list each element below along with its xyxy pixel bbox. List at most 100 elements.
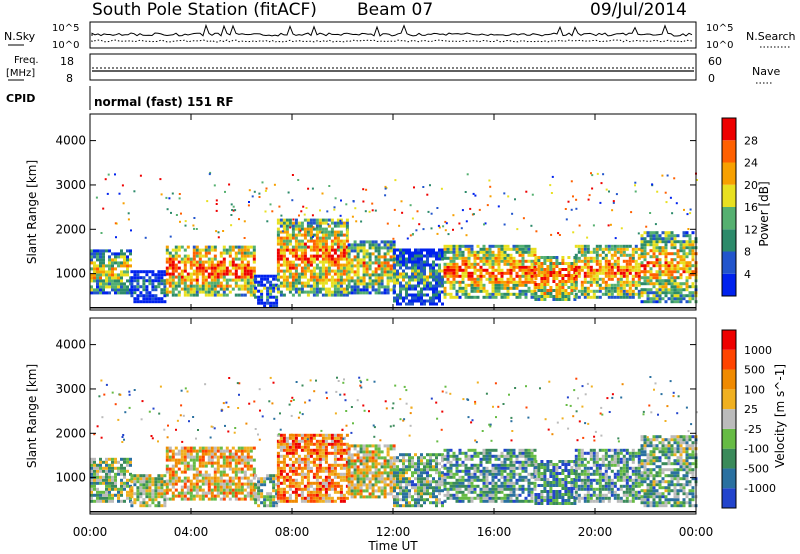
data-cell (374, 483, 378, 487)
data-cell (309, 448, 313, 452)
data-cell (309, 254, 313, 258)
data-cell (592, 292, 596, 296)
data-cell (168, 467, 172, 471)
data-cell (625, 247, 629, 251)
data-cell (540, 265, 544, 268)
data-cell (432, 254, 435, 258)
data-cell (209, 171, 212, 174)
data-cell (405, 263, 408, 267)
data-cell (408, 468, 411, 472)
data-cell (133, 276, 137, 280)
data-cell (524, 250, 528, 254)
data-cell (432, 284, 435, 288)
data-cell (661, 291, 665, 295)
data-cell (405, 489, 408, 493)
data-cell (616, 283, 620, 287)
data-cell (321, 254, 325, 258)
data-cell (96, 258, 99, 262)
data-cell (102, 285, 105, 289)
data-cell (133, 273, 137, 277)
data-cell (272, 477, 276, 481)
data-cell (180, 257, 184, 261)
data-cell (497, 286, 501, 290)
data-cell (637, 295, 641, 299)
data-cell (377, 495, 381, 499)
data-cell (350, 474, 354, 478)
data-cell (476, 280, 480, 284)
data-cell (240, 491, 244, 495)
data-cell (315, 221, 319, 225)
data-cell (347, 447, 351, 451)
data-cell (426, 281, 429, 285)
data-cell (180, 449, 184, 453)
data-cell (619, 271, 623, 275)
data-cell (260, 298, 264, 302)
data-cell (263, 501, 267, 505)
data-cell (168, 266, 172, 270)
data-cell (664, 191, 667, 194)
data-cell (327, 230, 331, 234)
data-cell (207, 245, 211, 249)
data-cell (108, 270, 111, 274)
data-cell (195, 470, 199, 474)
data-cell (330, 466, 334, 470)
data-cell (414, 287, 417, 291)
data-cell (90, 288, 93, 292)
data-cell (93, 273, 96, 277)
data-cell (679, 291, 683, 295)
data-cell (93, 252, 96, 256)
data-cell (139, 291, 143, 295)
data-cell (530, 268, 534, 272)
data-cell (438, 278, 441, 282)
data-cell (443, 295, 447, 299)
data-cell (667, 297, 671, 301)
data-cell (634, 283, 638, 287)
data-cell (204, 266, 208, 270)
data-cell (168, 470, 172, 474)
data-cell (531, 193, 534, 196)
data-cell (114, 222, 117, 225)
data-cell (438, 299, 441, 303)
data-cell (368, 243, 372, 247)
data-cell (189, 257, 193, 261)
data-cell (148, 477, 152, 481)
data-cell (374, 246, 378, 250)
data-cell (417, 275, 420, 279)
data-cell (297, 457, 301, 461)
data-cell (549, 295, 553, 298)
data-cell (362, 240, 366, 244)
data-cell (497, 283, 501, 287)
data-cell (168, 482, 172, 486)
data-cell (464, 295, 468, 299)
data-cell (578, 224, 581, 227)
data-cell (540, 271, 544, 274)
data-cell (449, 484, 453, 488)
data-cell (163, 282, 167, 286)
data-cell (655, 237, 659, 241)
data-cell (120, 484, 123, 488)
data-cell (339, 275, 343, 279)
data-cell (339, 442, 343, 446)
data-cell (215, 209, 218, 212)
data-cell (276, 442, 280, 446)
data-cell (215, 230, 218, 233)
data-cell (356, 474, 360, 478)
data-cell (667, 240, 671, 244)
data-cell (652, 261, 656, 265)
data-cell (222, 482, 226, 486)
data-cell (303, 457, 307, 461)
data-cell (637, 283, 641, 287)
data-cell (297, 224, 301, 228)
data-cell (288, 248, 292, 252)
data-cell (359, 495, 363, 499)
data-cell (374, 249, 378, 253)
data-cell (377, 462, 381, 466)
data-cell (393, 468, 396, 472)
data-cell (315, 266, 319, 270)
data-cell (374, 471, 378, 475)
data-cell (458, 268, 462, 272)
data-cell (577, 265, 581, 269)
data-cell (455, 292, 459, 296)
data-cell (330, 290, 334, 294)
data-cell (420, 287, 423, 291)
